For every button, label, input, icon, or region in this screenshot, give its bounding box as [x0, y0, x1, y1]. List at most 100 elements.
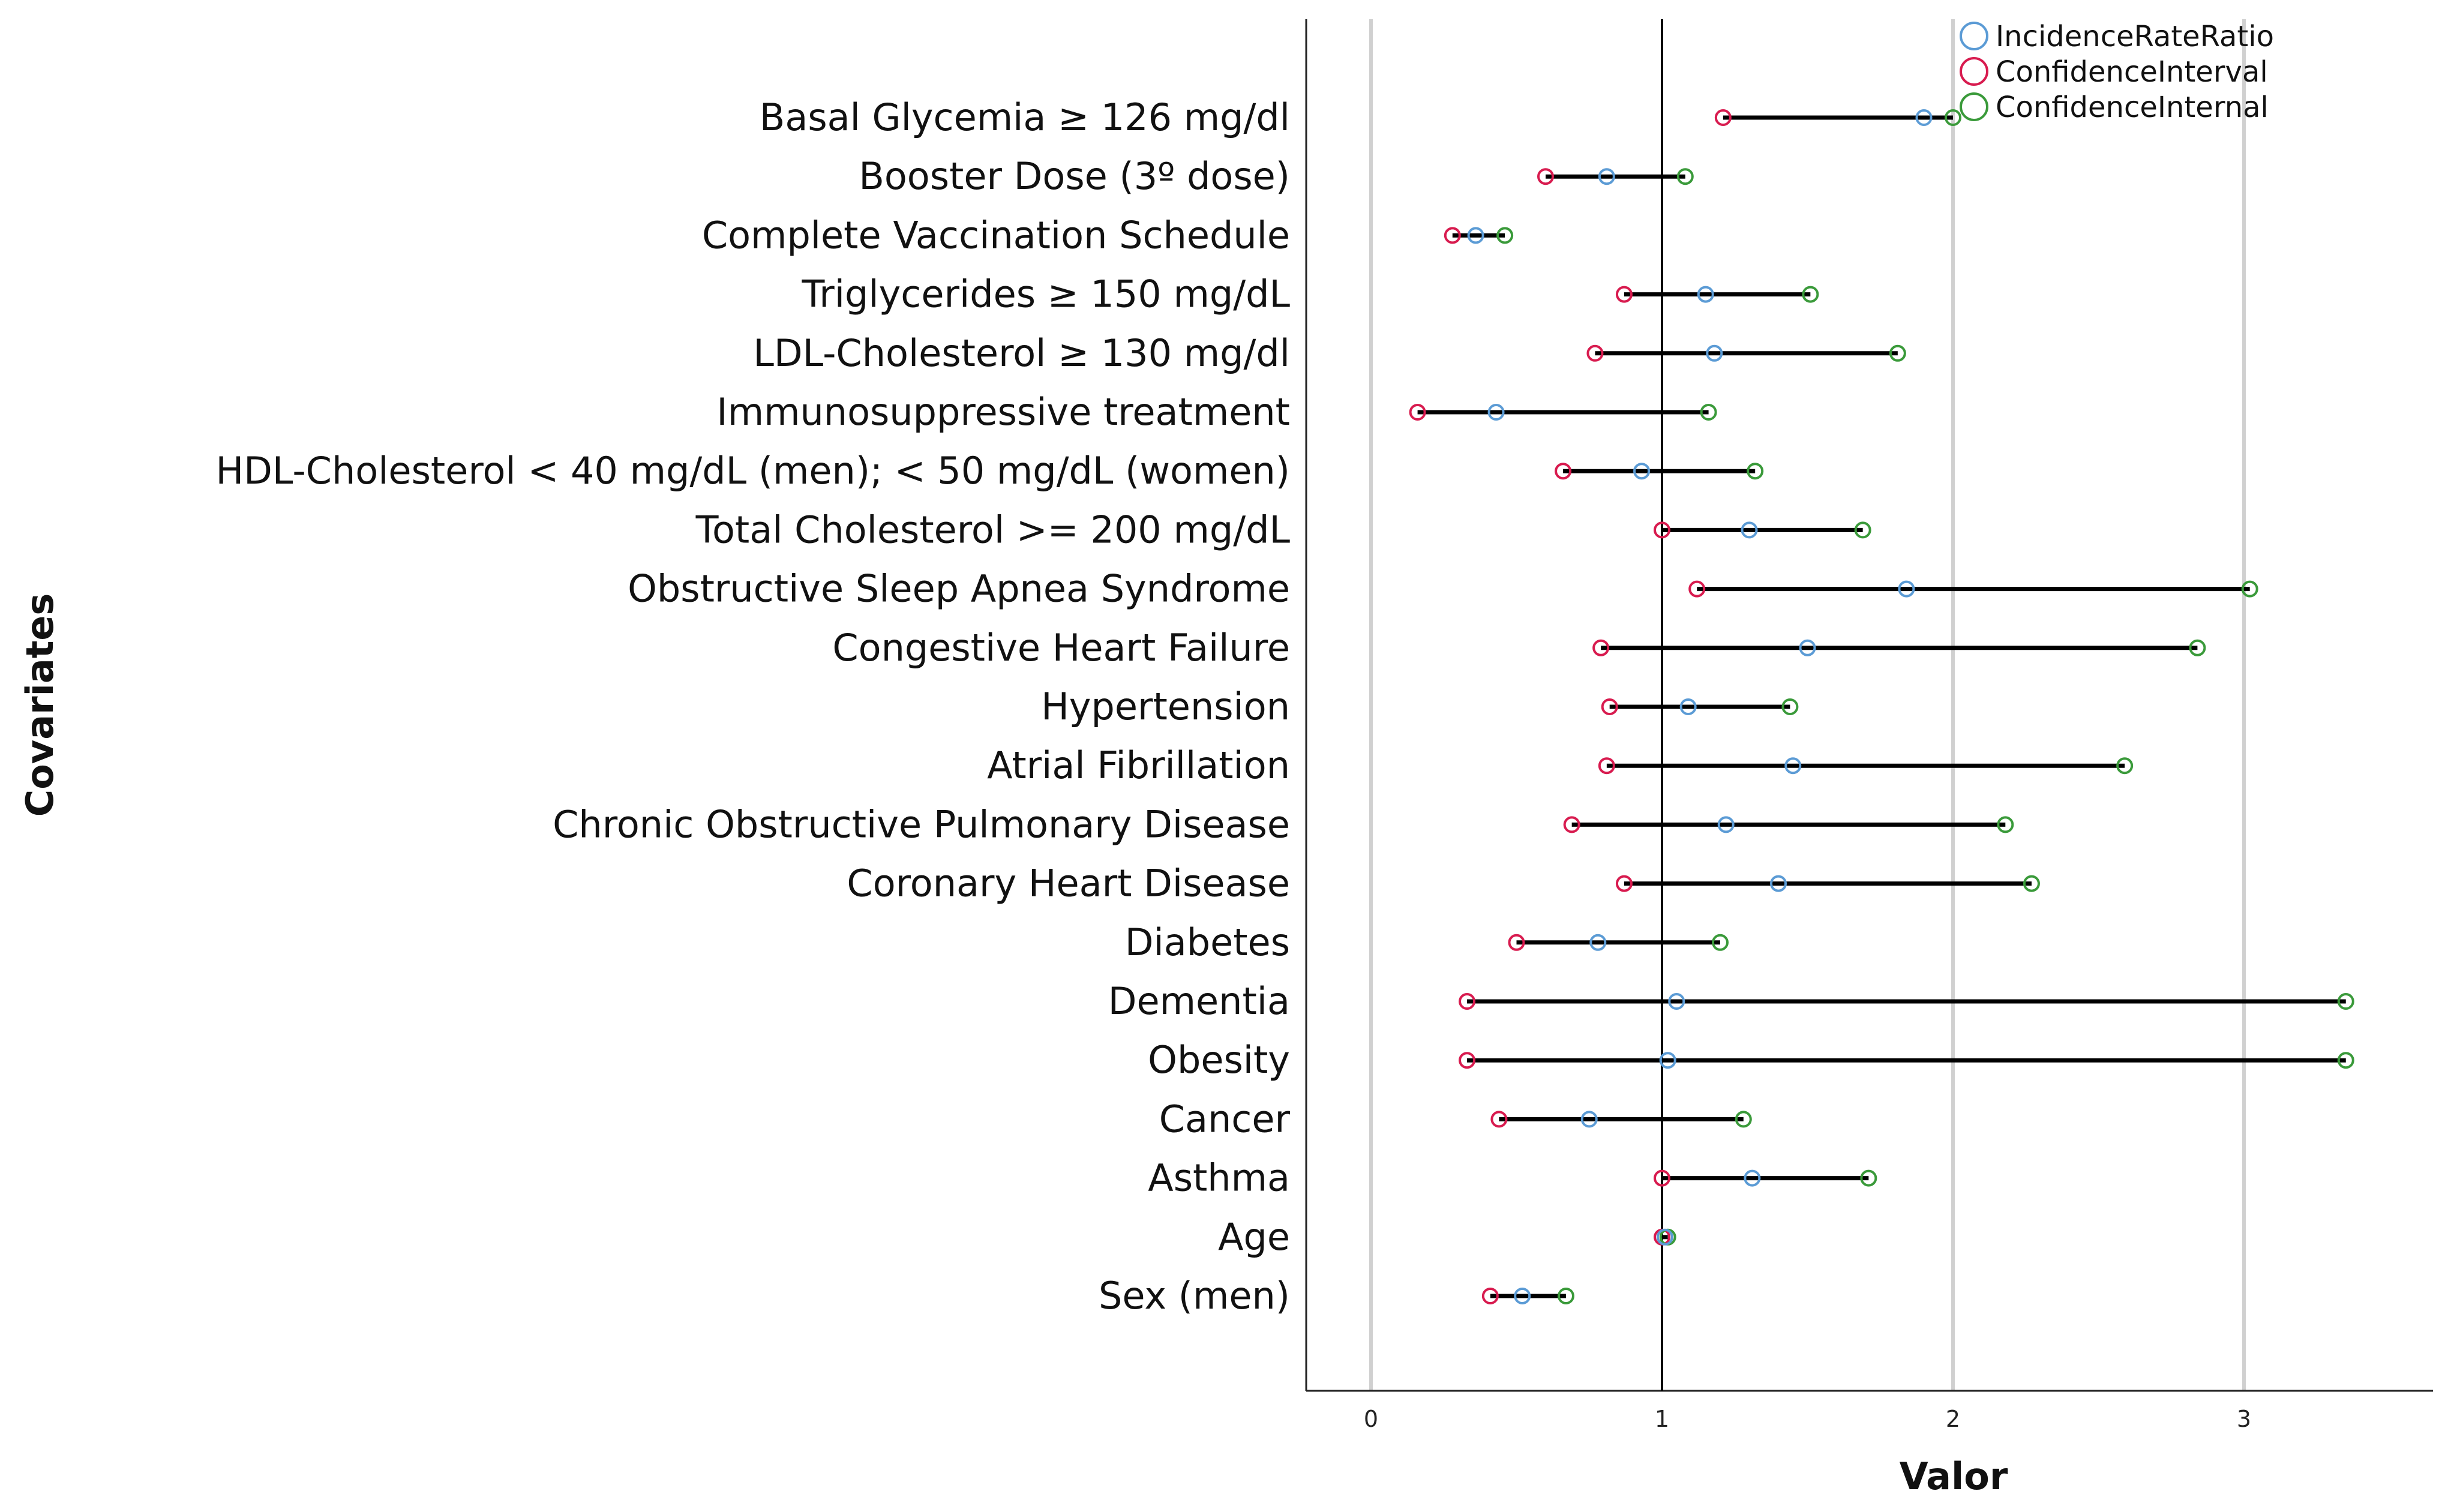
category-label-obstructive-sleep-apnea-syndrome: Obstructive Sleep Apnea Syndrome	[628, 567, 1290, 611]
category-label-complete-vaccination-schedule: Complete Vaccination Schedule	[702, 213, 1290, 257]
ci-upper-point-atrial-fibrillation	[2116, 757, 2134, 775]
ci-lower-point-hypertension	[1601, 698, 1618, 715]
ci-lower-point-dementia	[1459, 993, 1476, 1010]
x-tick-label-2: 2	[1946, 1406, 1960, 1432]
ci-upper-point-congestive-heart-failure	[2189, 639, 2206, 656]
irr-point-cancer	[1580, 1111, 1598, 1128]
irr-point-obesity	[1659, 1052, 1676, 1069]
category-label-coronary-heart-disease: Coronary Heart Disease	[847, 862, 1290, 905]
category-label-diabetes: Diabetes	[1125, 920, 1290, 964]
ci-lower-point-asthma	[1654, 1169, 1670, 1187]
ci-lower-point-sex-men	[1481, 1288, 1499, 1304]
y-axis-title: Covariates	[18, 593, 62, 817]
category-label-immunosuppressive-treatment: Immunosuppressive treatment	[716, 390, 1290, 434]
irr-point-obstructive-sleep-apnea-syndrome	[1898, 580, 1915, 598]
irr-point-booster-dose-3-dose	[1598, 168, 1615, 185]
irr-point-complete-vaccination-schedule	[1467, 227, 1484, 244]
ci-upper-point-triglycerides-150-mg-dl	[1802, 286, 1819, 303]
category-label-atrial-fibrillation: Atrial Fibrillation	[987, 743, 1290, 787]
ci-upper-point-complete-vaccination-schedule	[1496, 227, 1514, 244]
axes	[1305, 19, 2433, 1392]
irr-point-atrial-fibrillation	[1784, 757, 1802, 775]
ci-lower-point-atrial-fibrillation	[1598, 757, 1615, 775]
ci-lower-point-coronary-heart-disease	[1615, 875, 1633, 892]
category-label-obesity: Obesity	[1148, 1038, 1290, 1082]
category-label-booster-dose-3-dose: Booster Dose (3º dose)	[859, 154, 1290, 198]
confidence-interval-segments	[1417, 115, 2346, 1298]
category-label-asthma: Asthma	[1148, 1156, 1290, 1200]
legend-label-confidenceinternal: ConfidenceInternal	[1996, 91, 2269, 124]
ci-upper-point-basal-glycemia-126-mg-dl	[1945, 109, 1961, 126]
ci-lower-point-immunosuppressive-treatment	[1409, 404, 1426, 421]
irr-point-ldl-cholesterol-130-mg-dl	[1706, 344, 1723, 362]
ci-upper-point-chronic-obstructive-pulmonary-disease	[1997, 816, 2014, 833]
legend-label-incidencerateratio: IncidenceRateRatio	[1996, 20, 2274, 53]
grid-lines	[1369, 19, 2246, 1391]
ci-lower-point-diabetes	[1508, 934, 1525, 951]
legend-marker-confidenceinterval	[1960, 57, 1988, 86]
legend-marker-incidencerateratio	[1960, 22, 1988, 50]
x-tick-label-0: 0	[1364, 1406, 1378, 1432]
legend-label-confidenceinterval: ConfidenceInterval	[1996, 55, 2268, 89]
ci-lower-point-booster-dose-3-dose	[1537, 168, 1554, 185]
ci-upper-point-total-cholesterol-200-mg-dl	[1854, 521, 1871, 539]
x-tick-labels: 0 1 2 3	[1364, 1406, 2251, 1432]
ci-lower-point-hdl-cholesterol-40-mg-dl-men-50-mg-dl-women	[1555, 463, 1572, 480]
ci-lower-point-ldl-cholesterol-130-mg-dl	[1586, 344, 1604, 362]
ci-upper-point-ldl-cholesterol-130-mg-dl	[1889, 344, 1906, 362]
legend-marker-confidenceinternal	[1960, 92, 1988, 121]
irr-point-coronary-heart-disease	[1770, 875, 1787, 892]
ci-upper-point-cancer	[1735, 1111, 1752, 1128]
category-labels: Basal Glycemia ≥ 126 mg/dl Booster Dose (…	[216, 95, 1291, 1318]
ci-upper-point-hdl-cholesterol-40-mg-dl-men-50-mg-dl-women	[1747, 463, 1764, 480]
ci-lower-point-congestive-heart-failure	[1592, 639, 1610, 656]
category-label-age: Age	[1218, 1215, 1290, 1259]
ci-lower-point-total-cholesterol-200-mg-dl	[1654, 521, 1670, 539]
irr-point-basal-glycemia-126-mg-dl	[1915, 109, 1933, 126]
irr-point-hypertension	[1679, 698, 1697, 715]
irr-point-age	[1656, 1228, 1673, 1246]
ci-upper-point-hypertension	[1781, 698, 1799, 715]
category-label-cancer: Cancer	[1159, 1097, 1291, 1141]
category-label-congestive-heart-failure: Congestive Heart Failure	[832, 626, 1290, 670]
irr-point-immunosuppressive-treatment	[1487, 404, 1505, 421]
category-label-hypertension: Hypertension	[1041, 685, 1290, 728]
ci-upper-point-coronary-heart-disease	[2023, 875, 2040, 892]
irr-point-total-cholesterol-200-mg-dl	[1741, 521, 1758, 539]
irr-point-chronic-obstructive-pulmonary-disease	[1717, 816, 1735, 833]
x-axis-title: Valor	[1900, 1454, 2008, 1498]
irr-point-asthma	[1744, 1169, 1761, 1187]
ci-lower-point-obstructive-sleep-apnea-syndrome	[1688, 580, 1706, 598]
category-label-total-cholesterol-200-mg-dl: Total Cholesterol >= 200 mg/dL	[695, 508, 1291, 551]
ci-upper-point-asthma	[1860, 1169, 1877, 1187]
ci-lower-point-complete-vaccination-schedule	[1444, 227, 1461, 244]
ci-lower-point-cancer	[1490, 1111, 1508, 1128]
ci-lower-point-triglycerides-150-mg-dl	[1615, 286, 1633, 303]
ci-upper-point-immunosuppressive-treatment	[1700, 404, 1717, 421]
ci-lower-point-obesity	[1459, 1052, 1476, 1069]
irr-point-hdl-cholesterol-40-mg-dl-men-50-mg-dl-women	[1633, 463, 1651, 480]
irr-point-dementia	[1668, 993, 1685, 1010]
ci-upper-point-booster-dose-3-dose	[1676, 168, 1694, 185]
marker-points	[1409, 109, 2354, 1304]
ci-upper-point-obesity	[2337, 1052, 2354, 1069]
category-label-triglycerides-150-mg-dl: Triglycerides ≥ 150 mg/dL	[802, 272, 1291, 316]
category-label-basal-glycemia-126-mg-dl: Basal Glycemia ≥ 126 mg/dl	[760, 95, 1290, 139]
irr-point-diabetes	[1589, 934, 1607, 951]
irr-point-congestive-heart-failure	[1799, 639, 1816, 656]
category-label-hdl-cholesterol-40-mg-dl-men-50-mg-dl-women: HDL-Cholesterol < 40 mg/dL (men); < 50 m…	[216, 449, 1291, 493]
category-label-sex-men: Sex (men)	[1099, 1274, 1290, 1318]
ci-upper-point-diabetes	[1712, 934, 1729, 951]
irr-point-triglycerides-150-mg-dl	[1697, 286, 1714, 303]
category-label-ldl-cholesterol-130-mg-dl: LDL-Cholesterol ≥ 130 mg/dl	[753, 331, 1290, 375]
x-tick-label-3: 3	[2237, 1406, 2251, 1432]
category-label-dementia: Dementia	[1108, 979, 1290, 1023]
x-tick-label-1: 1	[1655, 1406, 1669, 1432]
ci-upper-point-obstructive-sleep-apnea-syndrome	[2241, 580, 2258, 598]
ci-upper-point-sex-men	[1557, 1288, 1574, 1304]
category-label-chronic-obstructive-pulmonary-disease: Chronic Obstructive Pulmonary Disease	[553, 802, 1290, 846]
ci-upper-point-dementia	[2337, 993, 2354, 1010]
ci-lower-point-chronic-obstructive-pulmonary-disease	[1563, 816, 1580, 833]
